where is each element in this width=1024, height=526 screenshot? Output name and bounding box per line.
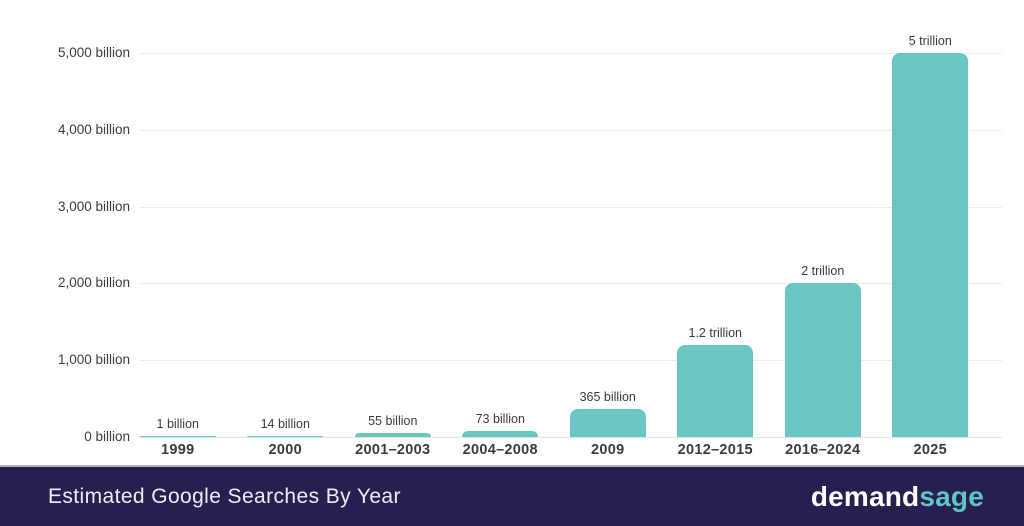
x-axis-label: 2012–2015 [677,442,753,458]
bar [354,433,431,437]
y-tick-label: 0 billion [84,429,130,444]
x-axis-label: 2025 [913,442,947,458]
x-axis-label: 2016–2024 [785,442,861,458]
bar-value-label: 1 billion [156,417,199,431]
bar-value-label: 2 trillion [801,264,845,278]
y-tick-label: 2,000 billion [57,275,130,291]
bar [139,436,216,437]
bar-column: 73 billion [447,53,555,437]
bars-layer: 1 billion 14 billion 55 billion 73 billion 3… [124,34,985,437]
x-axis-label: 2004–2008 [462,442,538,458]
bar-column: 365 billion [554,53,662,437]
bar-column: 14 billion [232,53,340,437]
x-axis-label: 2009 [591,442,625,458]
gridline [140,206,1002,208]
x-axis-label: 1999 [161,442,195,458]
y-tick-label: 5,000 billion [57,45,130,60]
x-axis-labels: 1999 2000 2001–2003 2004–2008 2009 2012–2015 2… [124,442,984,458]
bar-column: 1.2 trillion [662,53,770,437]
demandsage-logo: demandsage [811,481,984,513]
bar-value-label: 365 billion [579,390,636,404]
gridline [140,53,1002,54]
chart-title: Estimated Google Searches By Year [48,484,401,508]
bar-value-label: 14 billion [260,417,310,431]
bar [784,283,861,437]
bar [677,345,754,437]
bar-column: 5 trillion [877,34,985,437]
bar-value-label: 5 trillion [908,34,952,48]
bar-column: 2 trillion [769,53,877,437]
gridline [140,129,1002,131]
bar [569,409,646,437]
x-axis-label: 2001–2003 [355,442,431,458]
bar-value-label: 73 billion [475,412,525,426]
gridline [140,283,1002,285]
bar-value-label: 55 billion [368,414,418,428]
logo-text-sage: sage [919,480,984,512]
bar [247,436,324,437]
bar [892,53,969,437]
bar-value-label: 1.2 trillion [688,326,743,340]
bar-chart-plot-area: 5,000 billion 4,000 billion 3,000 billion 2… [57,34,1002,458]
y-tick-label: 1,000 billion [57,352,130,368]
bar-column: 55 billion [339,53,447,437]
logo-text-demand: demand [810,480,920,512]
y-tick-label: 3,000 billion [57,198,130,214]
gridline [140,437,1002,438]
footer-band: Estimated Google Searches By Year demand… [0,465,1024,526]
bar-column: 1 billion [124,53,232,437]
x-axis-label: 2000 [268,442,302,458]
y-tick-label: 4,000 billion [57,121,130,137]
bar [462,431,539,437]
gridline [140,360,1002,362]
